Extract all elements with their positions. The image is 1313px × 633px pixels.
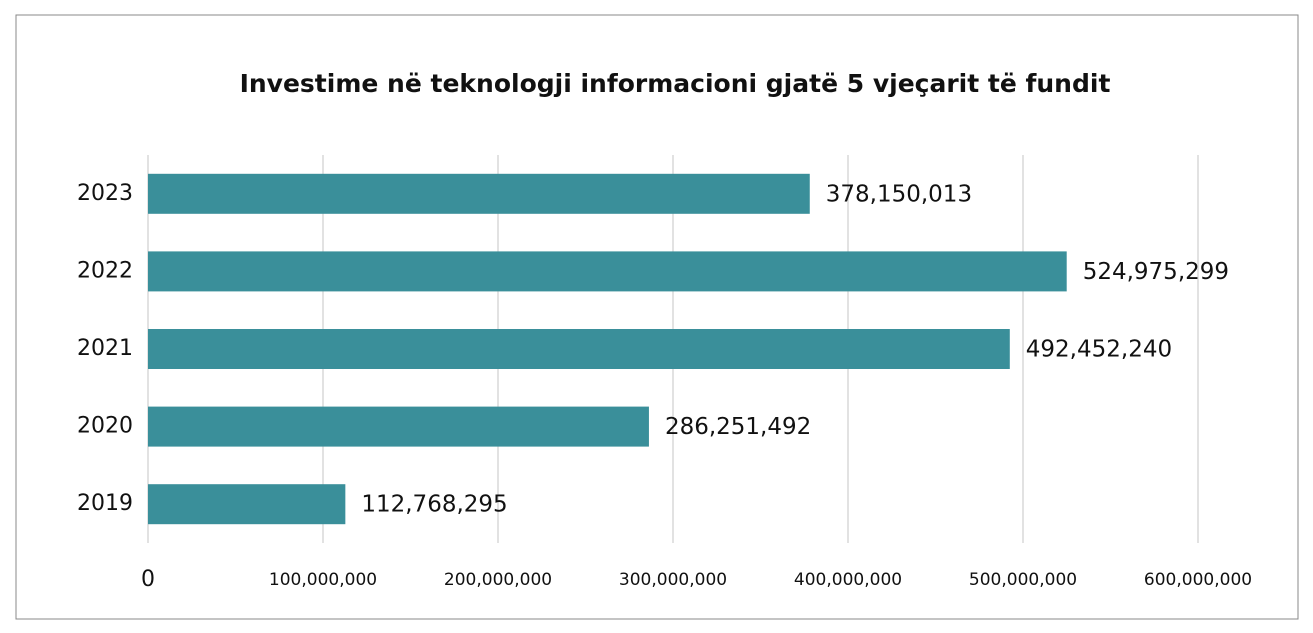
chart-title: Investime në teknologji informacioni gja…: [240, 69, 1111, 98]
bar: [148, 329, 1010, 369]
value-label: 378,150,013: [826, 181, 972, 207]
value-label: 492,452,240: [1026, 337, 1172, 363]
x-tick-label: 400,000,000: [794, 570, 902, 590]
bar: [148, 173, 810, 214]
y-tick-label: 2021: [77, 336, 133, 361]
x-tick-label: 200,000,000: [444, 570, 552, 590]
bar: [148, 484, 346, 525]
x-tick-label: 300,000,000: [619, 570, 727, 590]
bar: [148, 406, 649, 447]
value-label: 112,768,295: [361, 492, 507, 518]
value-label: 524,975,299: [1083, 259, 1229, 285]
x-tick-label: 500,000,000: [969, 570, 1077, 590]
value-label: 286,251,492: [665, 414, 811, 440]
x-tick-label: 600,000,000: [1144, 570, 1252, 590]
y-tick-label: 2019: [77, 491, 133, 516]
y-tick-label: 2022: [77, 258, 133, 283]
x-tick-label: 100,000,000: [269, 570, 377, 590]
chart-frame: [15, 14, 1299, 620]
bar: [148, 251, 1067, 292]
y-tick-label: 2020: [77, 414, 133, 439]
y-tick-label: 2023: [77, 181, 133, 206]
x-tick-label: 0: [141, 567, 155, 592]
